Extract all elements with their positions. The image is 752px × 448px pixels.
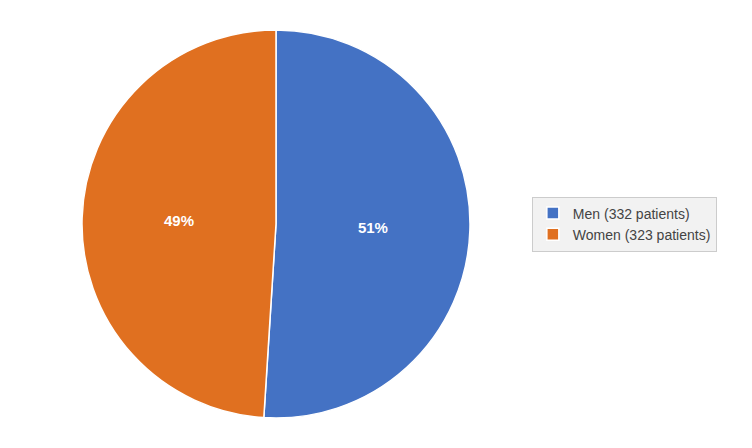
svg-text:Men (332 patients): Men (332 patients) <box>573 206 690 222</box>
svg-text:Women (323 patients): Women (323 patients) <box>573 227 710 243</box>
svg-text:51%: 51% <box>358 219 388 236</box>
svg-text:49%: 49% <box>164 212 194 229</box>
